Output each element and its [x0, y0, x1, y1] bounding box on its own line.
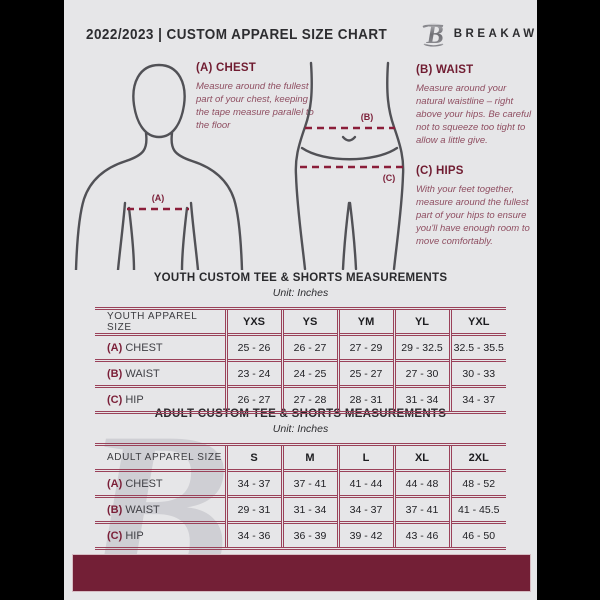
- row-key: (C): [107, 393, 123, 406]
- size-header: XL: [392, 443, 450, 471]
- hips-instruction: (C) HIPS With your feet together, measur…: [416, 165, 534, 249]
- youth-table-title: YOUTH CUSTOM TEE & SHORTS MEASUREMENTS: [153, 272, 448, 284]
- table-row: (C) HIP 34 - 36 36 - 39 39 - 42 43 - 46 …: [95, 521, 506, 550]
- page-title: 2022/2023 | CUSTOM APPAREL SIZE CHART: [86, 25, 388, 43]
- waist-instruction-heading: (B) WAIST: [416, 64, 474, 76]
- size-header: YXL: [448, 307, 506, 335]
- cell: 27 - 30: [392, 359, 450, 387]
- cell: 31 - 34: [280, 495, 338, 523]
- row-key: (B): [107, 503, 123, 516]
- waist-instruction: (B) WAIST Measure around your natural wa…: [416, 64, 532, 148]
- cell: 34 - 37: [336, 495, 394, 523]
- cell: 27 - 28: [280, 385, 338, 414]
- cell: 46 - 50: [448, 521, 506, 550]
- row-name: WAIST: [125, 367, 160, 380]
- cell: 25 - 26: [224, 333, 282, 361]
- cell: 31 - 34: [392, 385, 450, 414]
- size-header: YS: [280, 307, 338, 335]
- hips-instruction-heading: (C) HIPS: [416, 165, 464, 177]
- row-name: HIP: [125, 393, 144, 406]
- size-header: YL: [392, 307, 450, 335]
- row-name: CHEST: [125, 341, 163, 354]
- size-header: YM: [336, 307, 394, 335]
- waist-instruction-text: Measure around your natural waistline – …: [416, 83, 532, 147]
- measurement-diagrams: (A) (A) CHEST Measure around the fullest…: [64, 55, 537, 270]
- chest-instruction-heading: (A) CHEST: [196, 62, 256, 74]
- cell: 32.5 - 35.5: [448, 333, 506, 361]
- size-header: L: [336, 443, 394, 471]
- cell: 41 - 45.5: [448, 495, 506, 523]
- cell: 37 - 41: [280, 469, 338, 497]
- row-label: (C) HIP: [95, 521, 226, 550]
- cell: 34 - 36: [224, 521, 282, 550]
- row-key: (A): [107, 477, 123, 490]
- cell: 26 - 27: [280, 333, 338, 361]
- row-name: HIP: [125, 529, 144, 542]
- table-header-row: ADULT APPAREL SIZE S M L XL 2XL: [95, 443, 506, 471]
- cell: 37 - 41: [392, 495, 450, 523]
- cell: 30 - 33: [448, 359, 506, 387]
- size-header: M: [280, 443, 338, 471]
- chest-instruction-text: Measure around the fullest part of your …: [196, 81, 314, 132]
- row-name: CHEST: [125, 477, 163, 490]
- row-label: (B) WAIST: [95, 359, 226, 387]
- size-header: YXS: [224, 307, 282, 335]
- cell: 29 - 31: [224, 495, 282, 523]
- cell: 23 - 24: [224, 359, 282, 387]
- brand-name: BREAKAWAY: [453, 28, 537, 40]
- brand-lockup: B BREAKAWAY: [421, 19, 537, 49]
- cell: 28 - 31: [336, 385, 394, 414]
- footer-band: [72, 554, 531, 592]
- youth-size-col-header: YOUTH APPAREL SIZE: [95, 307, 226, 335]
- youth-table-unit: Unit: Inches: [272, 287, 329, 299]
- hips-figure: (B) (C): [294, 61, 405, 270]
- cell: 43 - 46: [392, 521, 450, 550]
- waist-dash-label: (B): [361, 112, 374, 122]
- cell: 34 - 37: [224, 469, 282, 497]
- row-key: (A): [107, 341, 123, 354]
- adult-size-table: ADULT APPAREL SIZE S M L XL 2XL (A) CHES…: [95, 443, 506, 550]
- adult-size-col-header: ADULT APPAREL SIZE: [95, 443, 226, 471]
- cell: 41 - 44: [336, 469, 394, 497]
- cell: 25 - 27: [336, 359, 394, 387]
- row-label: (C) HIP: [95, 385, 226, 414]
- row-label: (A) CHEST: [95, 469, 226, 497]
- header: 2022/2023 | CUSTOM APPAREL SIZE CHART B …: [64, 14, 537, 54]
- table-row: (B) WAIST 23 - 24 24 - 25 25 - 27 27 - 3…: [95, 359, 506, 387]
- hips-instruction-text: With your feet together, measure around …: [416, 184, 530, 248]
- youth-size-table: YOUTH APPAREL SIZE YXS YS YM YL YXL (A) …: [95, 307, 506, 414]
- size-chart-page: 2022/2023 | CUSTOM APPAREL SIZE CHART B …: [64, 0, 537, 600]
- cell: 39 - 42: [336, 521, 394, 550]
- table-row: (B) WAIST 29 - 31 31 - 34 34 - 37 37 - 4…: [95, 495, 506, 523]
- size-header: S: [224, 443, 282, 471]
- table-header-row: YOUTH APPAREL SIZE YXS YS YM YL YXL: [95, 307, 506, 335]
- hips-dash-label: (C): [383, 173, 396, 183]
- breakaway-logo-icon: B: [422, 20, 443, 49]
- torso-figure: (A): [74, 63, 244, 270]
- cell: 44 - 48: [392, 469, 450, 497]
- row-label: (B) WAIST: [95, 495, 226, 523]
- cell: 26 - 27: [224, 385, 282, 414]
- table-row: (C) HIP 26 - 27 27 - 28 28 - 31 31 - 34 …: [95, 385, 506, 414]
- adult-table-unit: Unit: Inches: [272, 423, 329, 435]
- row-key: (B): [107, 367, 123, 380]
- cell: 36 - 39: [280, 521, 338, 550]
- table-row: (A) CHEST 34 - 37 37 - 41 41 - 44 44 - 4…: [95, 469, 506, 497]
- row-key: (C): [107, 529, 123, 542]
- row-label: (A) CHEST: [95, 333, 226, 361]
- table-row: (A) CHEST 25 - 26 26 - 27 27 - 29 29 - 3…: [95, 333, 506, 361]
- cell: 29 - 32.5: [392, 333, 450, 361]
- cell: 34 - 37: [448, 385, 506, 414]
- cell: 48 - 52: [448, 469, 506, 497]
- svg-text:B: B: [425, 20, 443, 49]
- chest-instruction: (A) CHEST Measure around the fullest par…: [196, 62, 314, 132]
- size-header: 2XL: [448, 443, 506, 471]
- row-name: WAIST: [125, 503, 160, 516]
- cell: 24 - 25: [280, 359, 338, 387]
- cell: 27 - 29: [336, 333, 394, 361]
- chest-dash-label: (A): [152, 193, 165, 203]
